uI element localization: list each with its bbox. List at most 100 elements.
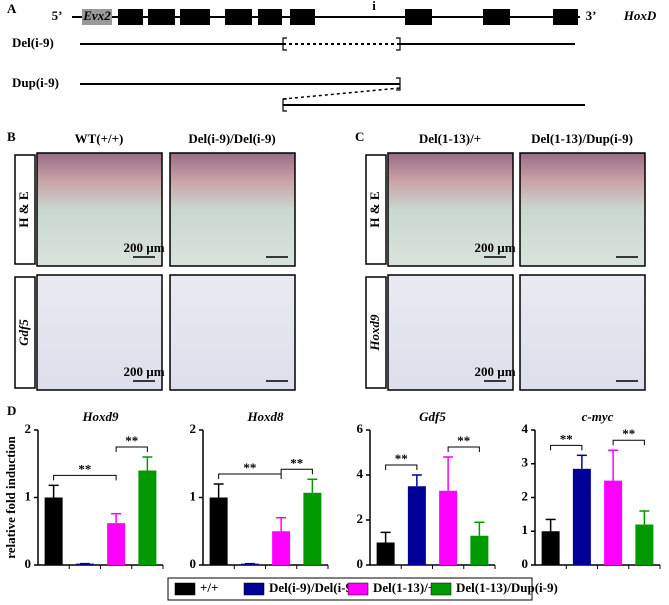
gene-box — [225, 9, 252, 25]
significance-label: ** — [125, 433, 138, 448]
gene-box — [148, 9, 175, 25]
y-tick-label: 1 — [25, 488, 32, 503]
bar — [439, 490, 458, 565]
column-header: Del(i-9)/Del(i-9) — [188, 131, 275, 146]
row-label: H & E — [367, 191, 382, 227]
panel-label: B — [7, 129, 16, 144]
gene-label: d13 — [121, 8, 141, 23]
micrograph — [519, 274, 646, 391]
bar — [272, 531, 291, 565]
y-tick-label: 4 — [357, 466, 364, 481]
gene-label: d10 — [229, 8, 249, 23]
y-tick-label: 3 — [522, 455, 529, 470]
panel-label: C — [355, 129, 364, 144]
micrograph — [169, 152, 296, 267]
panel-label: A — [7, 1, 17, 16]
bar — [44, 497, 63, 565]
bracket — [396, 37, 401, 51]
legend-label: Del(1-13)/Dup(i-9) — [456, 580, 558, 595]
legend-label: +/+ — [200, 580, 218, 595]
bar — [407, 486, 426, 565]
gene-box — [483, 9, 510, 25]
gene-label: Evx2 — [82, 8, 111, 23]
locus: HoxD — [623, 8, 657, 23]
legend-swatch — [430, 582, 452, 596]
row-label: H & E — [16, 191, 31, 227]
legend-label: Del(i-9)/Del(i-9) — [269, 580, 356, 595]
bracket — [282, 37, 287, 51]
y-axis-label: relative fold induction — [3, 435, 18, 558]
y-tick-label: 0 — [357, 556, 364, 571]
gene-box — [258, 9, 282, 25]
marker: i — [372, 0, 376, 13]
significance-label: ** — [243, 460, 256, 475]
scale-label: 200 µm — [123, 364, 164, 379]
significance-bracket — [447, 446, 480, 452]
micrograph — [36, 274, 163, 391]
significance-label: ** — [622, 426, 635, 441]
column-header: Del(1-13)/+ — [419, 131, 481, 146]
gene-label: d3 — [490, 8, 504, 23]
bar — [470, 535, 489, 565]
legend-swatch — [174, 582, 196, 596]
legend-swatch — [243, 582, 265, 596]
bar — [138, 470, 157, 565]
row-box — [365, 154, 387, 265]
micrograph — [387, 274, 514, 391]
row-box — [14, 276, 36, 389]
bar — [107, 523, 126, 565]
significance-bracket — [218, 473, 282, 479]
scale-label: 200 µm — [123, 240, 164, 255]
significance-label: ** — [290, 455, 303, 470]
gene-box — [405, 9, 432, 25]
significance-label: ** — [560, 431, 573, 446]
y-tick-label: 1 — [522, 522, 529, 537]
y-tick-label: 2 — [25, 421, 32, 436]
y-tick-label: 6 — [357, 421, 364, 436]
significance-label: ** — [395, 451, 408, 466]
gene-box — [82, 9, 112, 25]
micrograph — [169, 274, 296, 391]
row-label: Hoxd9 — [367, 314, 382, 352]
scale-label: 200 µm — [474, 240, 515, 255]
five-prime: 5’ — [52, 8, 63, 23]
micrograph — [387, 152, 514, 267]
row-label: Gdf5 — [16, 319, 31, 346]
significance-bracket — [280, 468, 313, 475]
bar — [635, 524, 654, 565]
gene-label: d9 — [264, 8, 278, 23]
gene-label: d8 — [296, 8, 310, 23]
y-tick-label: 2 — [522, 488, 529, 503]
row-label: Del(i-9) — [12, 35, 54, 50]
gene-label: d11 — [186, 8, 205, 23]
significance-label: ** — [457, 433, 470, 448]
column-header: WT(+/+) — [75, 131, 124, 146]
y-tick-label: 1 — [190, 488, 197, 503]
three-prime: 3’ — [586, 8, 597, 23]
bar — [303, 492, 322, 565]
significance-bracket — [115, 446, 148, 452]
chart-title: Hoxd8 — [246, 409, 284, 424]
gene-label: d1 — [559, 8, 572, 23]
y-tick-label: 2 — [357, 511, 364, 526]
row-box — [365, 276, 387, 389]
row-label: Dup(i-9) — [12, 75, 59, 90]
line — [282, 87, 401, 100]
row-box — [14, 154, 36, 265]
y-tick-label: 0 — [190, 556, 197, 571]
y-tick-label: 0 — [25, 556, 32, 571]
gene-label: d4 — [412, 8, 426, 23]
micrograph — [519, 152, 646, 267]
scale-label: 200 µm — [474, 364, 515, 379]
bar — [209, 497, 228, 565]
gene-box — [180, 9, 210, 25]
legend-swatch — [347, 582, 369, 596]
bar — [604, 480, 623, 565]
chart-title: Gdf5 — [419, 409, 446, 424]
legend-label: Del(1-13)/+ — [373, 580, 435, 595]
significance-bracket — [550, 444, 583, 451]
gene-label: d12 — [152, 8, 172, 23]
micrograph — [36, 152, 163, 267]
bar — [541, 531, 560, 565]
